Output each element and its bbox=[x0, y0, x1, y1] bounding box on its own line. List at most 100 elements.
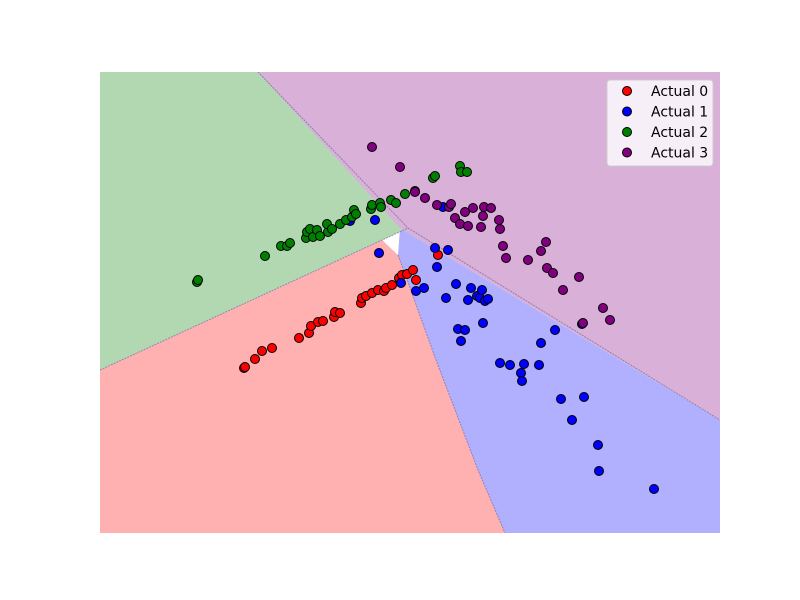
data-point bbox=[517, 376, 527, 386]
data-point bbox=[376, 202, 386, 212]
data-point bbox=[351, 209, 361, 219]
series-actual-2 bbox=[192, 161, 472, 287]
data-point bbox=[240, 362, 250, 372]
legend-label: Actual 0 bbox=[651, 84, 708, 100]
data-point bbox=[456, 336, 466, 346]
data-point bbox=[335, 308, 345, 318]
data-point bbox=[534, 360, 544, 370]
data-point bbox=[443, 245, 453, 255]
decision-region-class-2 bbox=[100, 72, 408, 370]
data-point bbox=[193, 275, 203, 285]
data-point bbox=[505, 360, 515, 370]
data-point bbox=[468, 203, 478, 213]
data-point bbox=[260, 251, 270, 261]
data-point bbox=[466, 283, 476, 293]
data-point bbox=[605, 315, 615, 325]
data-points bbox=[192, 142, 659, 494]
data-point bbox=[519, 359, 529, 369]
data-point bbox=[494, 215, 504, 225]
legend-marker bbox=[622, 86, 632, 96]
data-point bbox=[387, 280, 397, 290]
legend-marker bbox=[622, 106, 632, 117]
data-point bbox=[411, 275, 421, 285]
data-point bbox=[294, 333, 304, 343]
data-point bbox=[649, 484, 659, 494]
data-point bbox=[536, 246, 546, 256]
data-point bbox=[432, 262, 442, 272]
data-point bbox=[593, 440, 603, 450]
data-point bbox=[400, 189, 410, 199]
data-point bbox=[419, 283, 429, 293]
data-point bbox=[541, 237, 551, 247]
data-point bbox=[567, 415, 577, 425]
legend-label: Actual 3 bbox=[651, 146, 708, 162]
data-point bbox=[460, 325, 470, 335]
legend-marker bbox=[622, 127, 632, 137]
data-point bbox=[410, 187, 420, 197]
data-point bbox=[483, 294, 493, 304]
data-point bbox=[556, 394, 566, 404]
data-point bbox=[327, 224, 337, 234]
data-point bbox=[446, 199, 456, 209]
boundary-0-1 bbox=[397, 254, 506, 533]
data-point bbox=[430, 243, 440, 253]
decision-region-class-3 bbox=[258, 72, 720, 420]
data-point bbox=[432, 200, 442, 210]
series-actual-0 bbox=[239, 250, 443, 373]
data-point bbox=[463, 295, 473, 305]
data-point bbox=[495, 224, 505, 234]
series-actual-3 bbox=[367, 142, 615, 328]
data-point bbox=[318, 316, 328, 326]
data-point bbox=[451, 279, 461, 289]
data-point bbox=[579, 392, 589, 402]
boundary-0-2 bbox=[100, 227, 409, 371]
data-point bbox=[408, 265, 418, 275]
data-point bbox=[476, 222, 486, 232]
data-point bbox=[462, 167, 472, 177]
legend-label: Actual 1 bbox=[651, 105, 708, 121]
legend-marker bbox=[622, 147, 632, 158]
decision-regions bbox=[100, 72, 720, 533]
data-point bbox=[285, 238, 295, 248]
data-point bbox=[598, 303, 608, 313]
data-point bbox=[548, 268, 558, 278]
data-point bbox=[395, 162, 405, 172]
data-point bbox=[367, 142, 377, 152]
data-point bbox=[430, 171, 440, 181]
data-point bbox=[420, 193, 430, 203]
data-point bbox=[370, 215, 380, 225]
data-point bbox=[574, 272, 584, 282]
data-point bbox=[315, 231, 325, 241]
data-point bbox=[536, 338, 546, 348]
data-point bbox=[396, 278, 406, 288]
data-point bbox=[486, 203, 496, 213]
data-point bbox=[501, 253, 511, 263]
data-point bbox=[391, 198, 401, 208]
data-point bbox=[478, 211, 488, 221]
legend-label: Actual 2 bbox=[651, 125, 708, 141]
data-point bbox=[460, 207, 470, 217]
series-actual-1 bbox=[345, 202, 659, 494]
legend: Actual 0 Actual 1 Actual 2 Actual 3 bbox=[606, 79, 714, 167]
data-point bbox=[250, 354, 260, 364]
data-point bbox=[478, 318, 488, 328]
data-point bbox=[495, 358, 505, 368]
decision-region-class-0 bbox=[100, 240, 505, 533]
boundary-1-3 bbox=[407, 227, 720, 421]
decision-region-class-1 bbox=[398, 228, 720, 533]
legend-box bbox=[606, 79, 714, 167]
data-point bbox=[594, 466, 604, 476]
data-point bbox=[558, 285, 568, 295]
data-point bbox=[267, 343, 277, 353]
data-point bbox=[463, 221, 473, 231]
data-point bbox=[523, 255, 533, 265]
data-point bbox=[257, 346, 267, 356]
data-point bbox=[578, 318, 588, 328]
data-point bbox=[477, 285, 487, 295]
data-point bbox=[550, 325, 560, 335]
data-point bbox=[441, 293, 451, 303]
data-point bbox=[374, 248, 384, 258]
data-point bbox=[498, 241, 508, 251]
